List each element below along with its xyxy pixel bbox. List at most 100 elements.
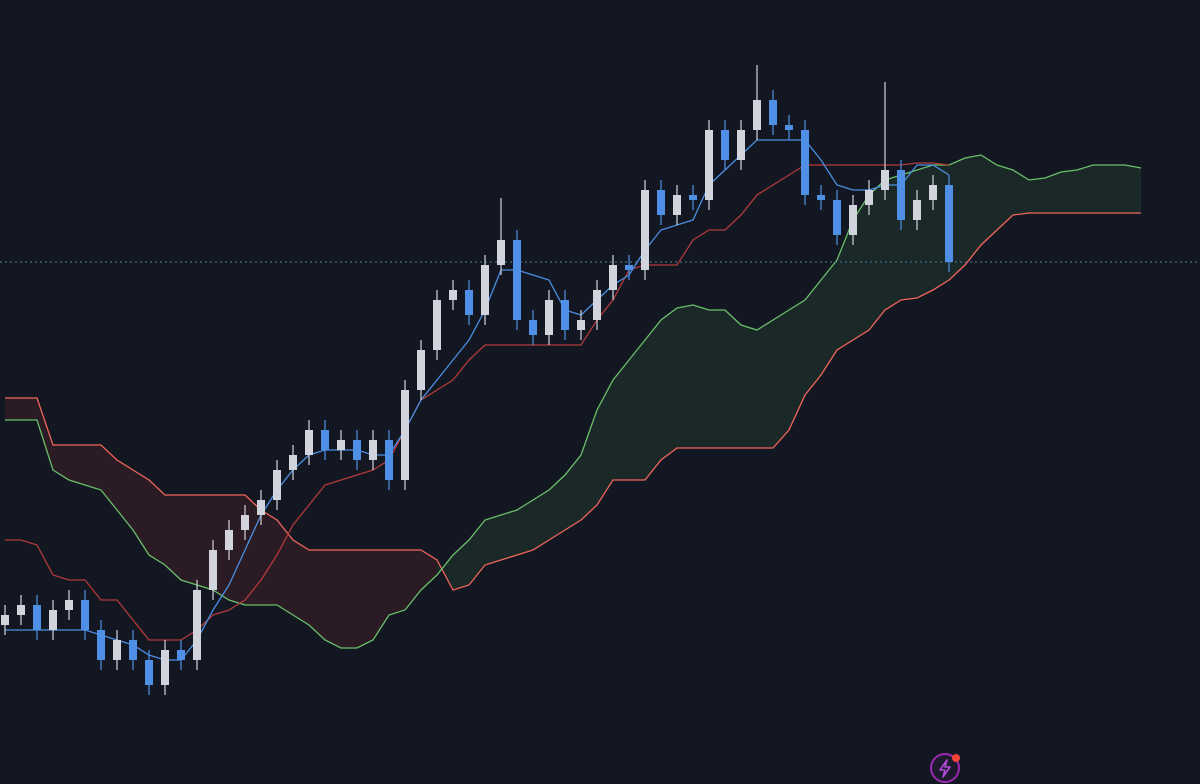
candle-body	[929, 185, 937, 200]
candle-body	[785, 125, 793, 130]
cloud-segment	[613, 360, 629, 480]
cloud-segment	[805, 280, 821, 395]
candle-body	[465, 290, 473, 315]
cloud-segment	[789, 300, 805, 430]
cloud-segment	[837, 220, 853, 350]
candle-body	[97, 630, 105, 660]
candle-body	[145, 660, 153, 685]
candle-body	[129, 640, 137, 660]
candle-body	[945, 185, 953, 262]
cloud-segment	[965, 155, 981, 265]
cloud-segment	[341, 550, 357, 648]
candle-body	[801, 130, 809, 195]
cloud-segment	[293, 540, 309, 625]
candle-body	[769, 100, 777, 125]
cloud-segment	[821, 260, 837, 375]
candle-body	[17, 605, 25, 615]
candle-body	[241, 515, 249, 530]
candle-body	[273, 470, 281, 500]
cloud-segment	[389, 550, 405, 615]
icon-ring	[930, 753, 960, 783]
candle-body	[689, 195, 697, 200]
cloud-segment	[533, 490, 549, 550]
candle-body	[337, 440, 345, 450]
candle-body	[369, 440, 377, 460]
cloud-segment	[1109, 165, 1125, 213]
cloud-segment	[453, 540, 469, 590]
candle-body	[529, 320, 537, 335]
candle-body	[865, 190, 873, 205]
cloud-segment	[709, 310, 725, 448]
candle-body	[497, 240, 505, 265]
candle-body	[817, 195, 825, 200]
candle-body	[721, 130, 729, 160]
cloud-segment	[581, 410, 597, 520]
candle-body	[513, 240, 521, 320]
icon-badge	[952, 754, 960, 762]
candle-body	[257, 500, 265, 515]
cloud-segment	[1077, 165, 1093, 213]
candle-body	[577, 320, 585, 330]
candle-body	[657, 190, 665, 215]
cloud-segment	[869, 180, 885, 330]
cloud-segment	[277, 520, 293, 615]
cloud-segment	[1045, 172, 1061, 213]
indicator-line	[5, 162, 950, 641]
candle-body	[849, 205, 857, 235]
cloud-segment	[741, 325, 757, 448]
candle-body	[913, 200, 921, 220]
cloud-segment	[181, 495, 197, 585]
candle-body	[625, 265, 633, 270]
indicator-line	[5, 212, 1141, 591]
cloud-segment	[677, 305, 693, 448]
cloud-segment	[501, 510, 517, 560]
cloud-segment	[149, 480, 165, 565]
cloud-segment	[1093, 165, 1109, 213]
cloud-segment	[165, 495, 181, 580]
candle-body	[641, 190, 649, 270]
cloud-segment	[517, 500, 533, 555]
plot-area	[0, 65, 1200, 695]
notification-icon[interactable]	[930, 753, 960, 783]
candle-body	[33, 605, 41, 630]
cloud-segment	[549, 475, 565, 540]
cloud-segment	[357, 550, 373, 648]
candle-body	[673, 195, 681, 215]
cloud-segment	[597, 380, 613, 505]
candle-body	[737, 130, 745, 160]
cloud-segment	[469, 520, 485, 585]
candle-body	[897, 170, 905, 220]
candle-body	[545, 300, 553, 335]
cloud-segment	[69, 445, 85, 485]
candle-body	[321, 430, 329, 450]
indicator-line	[5, 154, 1142, 649]
candle-body	[1, 615, 9, 625]
candle-body	[417, 350, 425, 390]
cloud-segment	[373, 550, 389, 640]
cloud-segment	[325, 550, 341, 648]
candle-body	[609, 265, 617, 290]
candle-body	[193, 590, 201, 660]
cloud-segment	[565, 455, 581, 530]
cloud-segment	[133, 470, 149, 555]
candle-body	[209, 550, 217, 590]
candle-body	[289, 455, 297, 470]
cloud-segment	[101, 445, 117, 510]
candle-body	[401, 390, 409, 480]
cloud-segment	[725, 310, 741, 448]
cloud-segment	[661, 308, 677, 460]
cloud-segment	[981, 155, 997, 245]
cloud-segment	[85, 445, 101, 490]
cloud-segment	[1061, 170, 1077, 213]
candle-body	[161, 650, 169, 685]
candle-body	[305, 430, 313, 455]
cloud-segment	[21, 398, 37, 420]
candle-body	[833, 200, 841, 235]
cloud-segment	[5, 398, 21, 420]
cloud-segment	[37, 398, 53, 470]
cloud-segment	[997, 165, 1013, 230]
candle-body	[113, 640, 121, 660]
